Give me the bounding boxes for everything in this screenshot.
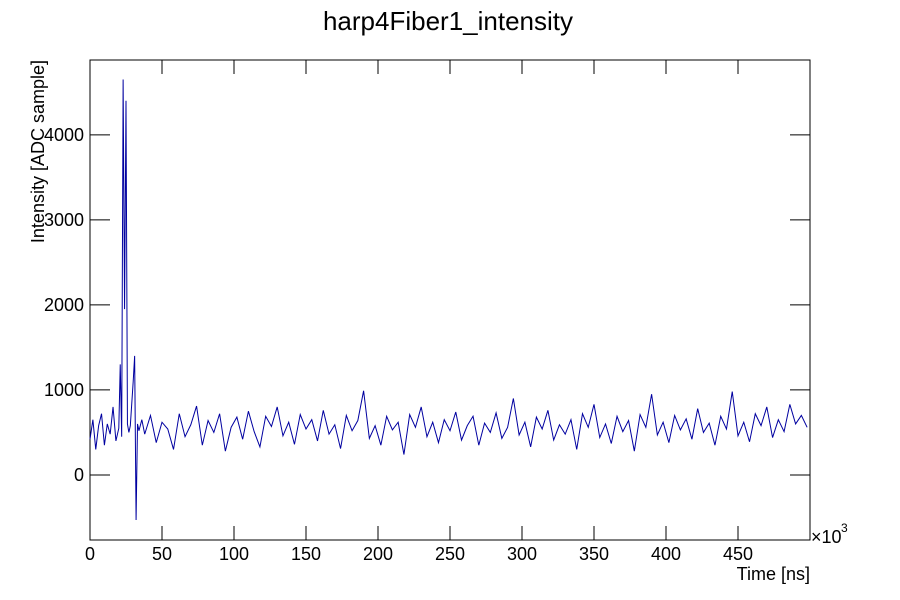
x-multiplier-exponent: 3 [841,521,848,535]
y-tick-label: 1000 [44,380,84,400]
y-tick-label: 2000 [44,295,84,315]
chart-title: harp4Fiber1_intensity [323,6,573,36]
y-tick-label: 4000 [44,125,84,145]
y-axis-label: Intensity [ADC sample] [28,60,48,243]
x-axis-label: Time [ns] [737,564,810,584]
x-tick-label: 100 [219,544,249,564]
x-tick-label: 0 [85,544,95,564]
x-tick-label: 300 [507,544,537,564]
x-tick-label: 150 [291,544,321,564]
x-tick-label: 400 [651,544,681,564]
x-tick-label: 200 [363,544,393,564]
x-tick-label: 450 [723,544,753,564]
x-tick-label: 350 [579,544,609,564]
x-multiplier: ×10 [811,527,842,547]
x-tick-label: 50 [152,544,172,564]
y-tick-label: 3000 [44,210,84,230]
data-line [89,79,808,521]
y-tick-label: 0 [74,465,84,485]
x-tick-label: 250 [435,544,465,564]
